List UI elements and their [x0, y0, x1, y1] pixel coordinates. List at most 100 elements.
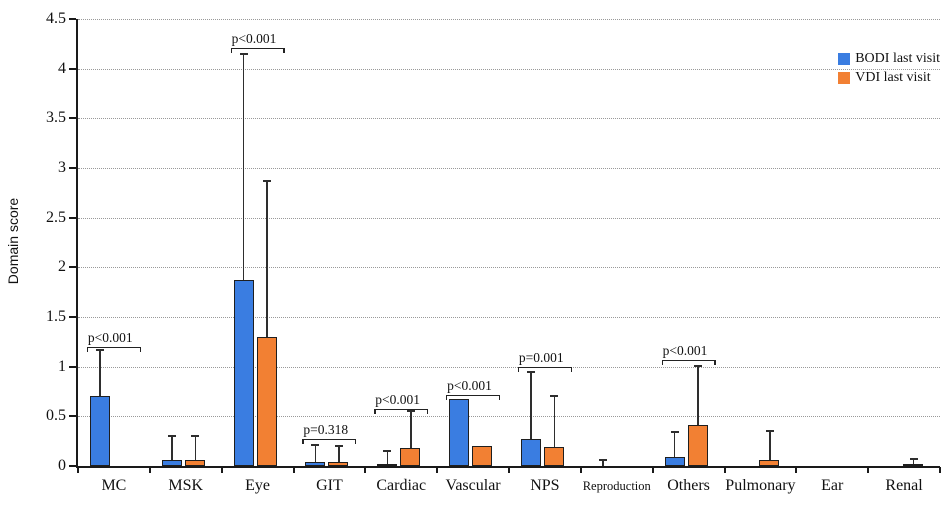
gridline: [78, 19, 940, 20]
bar-vascular-vdi: [472, 446, 493, 466]
error-bar-cap-eye-bodi: [239, 52, 248, 55]
bracket-tick-left-eye: [230, 47, 232, 53]
error-bar-cap-eye-vdi: [263, 179, 272, 182]
error-bar-cap-mc-bodi: [95, 348, 104, 351]
error-bar-git-vdi: [338, 446, 340, 463]
x-tick: [436, 467, 439, 473]
x-tick: [795, 467, 798, 473]
y-tick: [68, 266, 76, 269]
error-bar-cap-others-bodi: [670, 431, 679, 434]
x-category-label-mc: MC: [101, 477, 127, 494]
y-tick-label: 2.5: [46, 208, 66, 226]
significance-bracket-others: [661, 359, 716, 361]
y-tick: [68, 18, 76, 20]
x-category-label-others: Others: [667, 477, 710, 494]
significance-bracket-nps: [517, 366, 572, 368]
p-value-label-eye: p<0.001: [231, 30, 277, 46]
y-tick: [68, 216, 76, 219]
y-tick-label: 4.5: [46, 10, 66, 27]
y-axis-line: [75, 19, 78, 467]
bracket-tick-right-cardiac: [426, 409, 429, 415]
y-tick-label: 3: [58, 159, 66, 176]
bar-git-vdi: [328, 462, 349, 466]
y-tick: [68, 117, 76, 120]
x-tick: [651, 467, 654, 473]
error-bar-nps-bodi: [530, 371, 532, 440]
y-tick-label: 0.5: [46, 407, 66, 425]
legend-label-bodi: BODI last visit: [855, 51, 940, 66]
bracket-tick-right-vascular: [498, 395, 501, 401]
x-axis-line: [75, 465, 940, 468]
bar-cardiac-vdi: [400, 448, 421, 466]
bracket-tick-left-git: [302, 439, 304, 445]
error-bar-cap-git-vdi: [334, 445, 343, 448]
error-bar-git-bodi: [314, 445, 317, 462]
gridline: [78, 366, 940, 368]
gridline: [78, 317, 940, 318]
bar-others-bodi: [664, 457, 685, 466]
error-bar-cap-cardiac-vdi: [406, 410, 415, 413]
error-bar-cardiac-vdi: [410, 411, 412, 449]
bar-vascular-bodi: [449, 399, 470, 466]
error-bar-others-bodi: [673, 432, 676, 458]
bracket-tick-right-nps: [570, 366, 572, 372]
bodi-color-swatch: [838, 53, 851, 65]
y-tick-label: 4: [58, 59, 66, 77]
bracket-tick-left-others: [661, 359, 663, 365]
y-tick: [68, 365, 76, 368]
error-bar-eye-bodi: [242, 53, 245, 281]
p-value-label-nps: p=0.001: [518, 349, 564, 365]
error-bar-nps-vdi: [553, 396, 556, 448]
p-value-label-mc: p<0.001: [87, 329, 133, 345]
bracket-tick-left-cardiac: [374, 409, 376, 415]
error-bar-others-vdi: [697, 365, 699, 426]
x-tick: [579, 467, 582, 473]
y-tick-label: 0: [58, 457, 66, 474]
x-tick: [867, 467, 870, 473]
x-tick: [364, 467, 367, 473]
y-tick: [68, 316, 76, 318]
error-bar-cap-others-vdi: [694, 364, 703, 367]
error-bar-reproduction-bodi: [602, 460, 604, 466]
p-value-label-git: p=0.318: [303, 422, 349, 438]
y-tick-label: 2: [58, 258, 66, 276]
error-bar-msk-bodi: [171, 436, 173, 461]
y-tick: [68, 67, 76, 70]
significance-bracket-eye: [230, 47, 285, 49]
error-bar-pulmonary-vdi: [769, 431, 771, 461]
p-value-label-others: p<0.001: [662, 342, 708, 358]
bar-eye-vdi: [256, 336, 277, 466]
bar-git-bodi: [305, 462, 326, 466]
x-category-label-ear: Ear: [821, 477, 844, 494]
vdi-color-swatch: [838, 72, 851, 84]
bracket-tick-left-vascular: [446, 395, 448, 401]
error-bar-cap-cardiac-bodi: [383, 450, 392, 453]
x-tick: [939, 467, 941, 473]
x-category-label-renal: Renal: [885, 477, 923, 494]
legend-label-vdi: VDI last visit: [855, 70, 931, 85]
error-bar-cap-msk-bodi: [167, 435, 176, 438]
gridline: [78, 267, 940, 269]
y-tick-label: 1.5: [46, 308, 66, 325]
bracket-tick-right-git: [355, 439, 357, 445]
bar-others-vdi: [687, 425, 708, 466]
bracket-tick-right-mc: [139, 346, 141, 352]
p-value-label-cardiac: p<0.001: [375, 392, 420, 408]
gridline: [78, 68, 940, 70]
error-bar-cap-pulmonary-vdi: [765, 430, 774, 433]
bar-pulmonary-vdi: [759, 460, 780, 466]
significance-bracket-vascular: [446, 395, 501, 397]
bracket-tick-right-eye: [283, 47, 285, 53]
y-tick-label: 1: [58, 357, 66, 375]
x-tick: [292, 467, 295, 473]
error-bar-cap-msk-vdi: [191, 435, 200, 438]
y-axis-title: Domain score: [5, 197, 21, 285]
x-tick: [508, 467, 510, 473]
x-tick: [723, 467, 726, 473]
bar-nps-vdi: [543, 447, 564, 466]
bar-msk-vdi: [184, 460, 205, 466]
bar-nps-bodi: [520, 439, 541, 466]
significance-bracket-git: [302, 439, 357, 441]
x-category-label-cardiac: Cardiac: [376, 477, 427, 494]
x-category-label-vascular: Vascular: [445, 477, 501, 494]
